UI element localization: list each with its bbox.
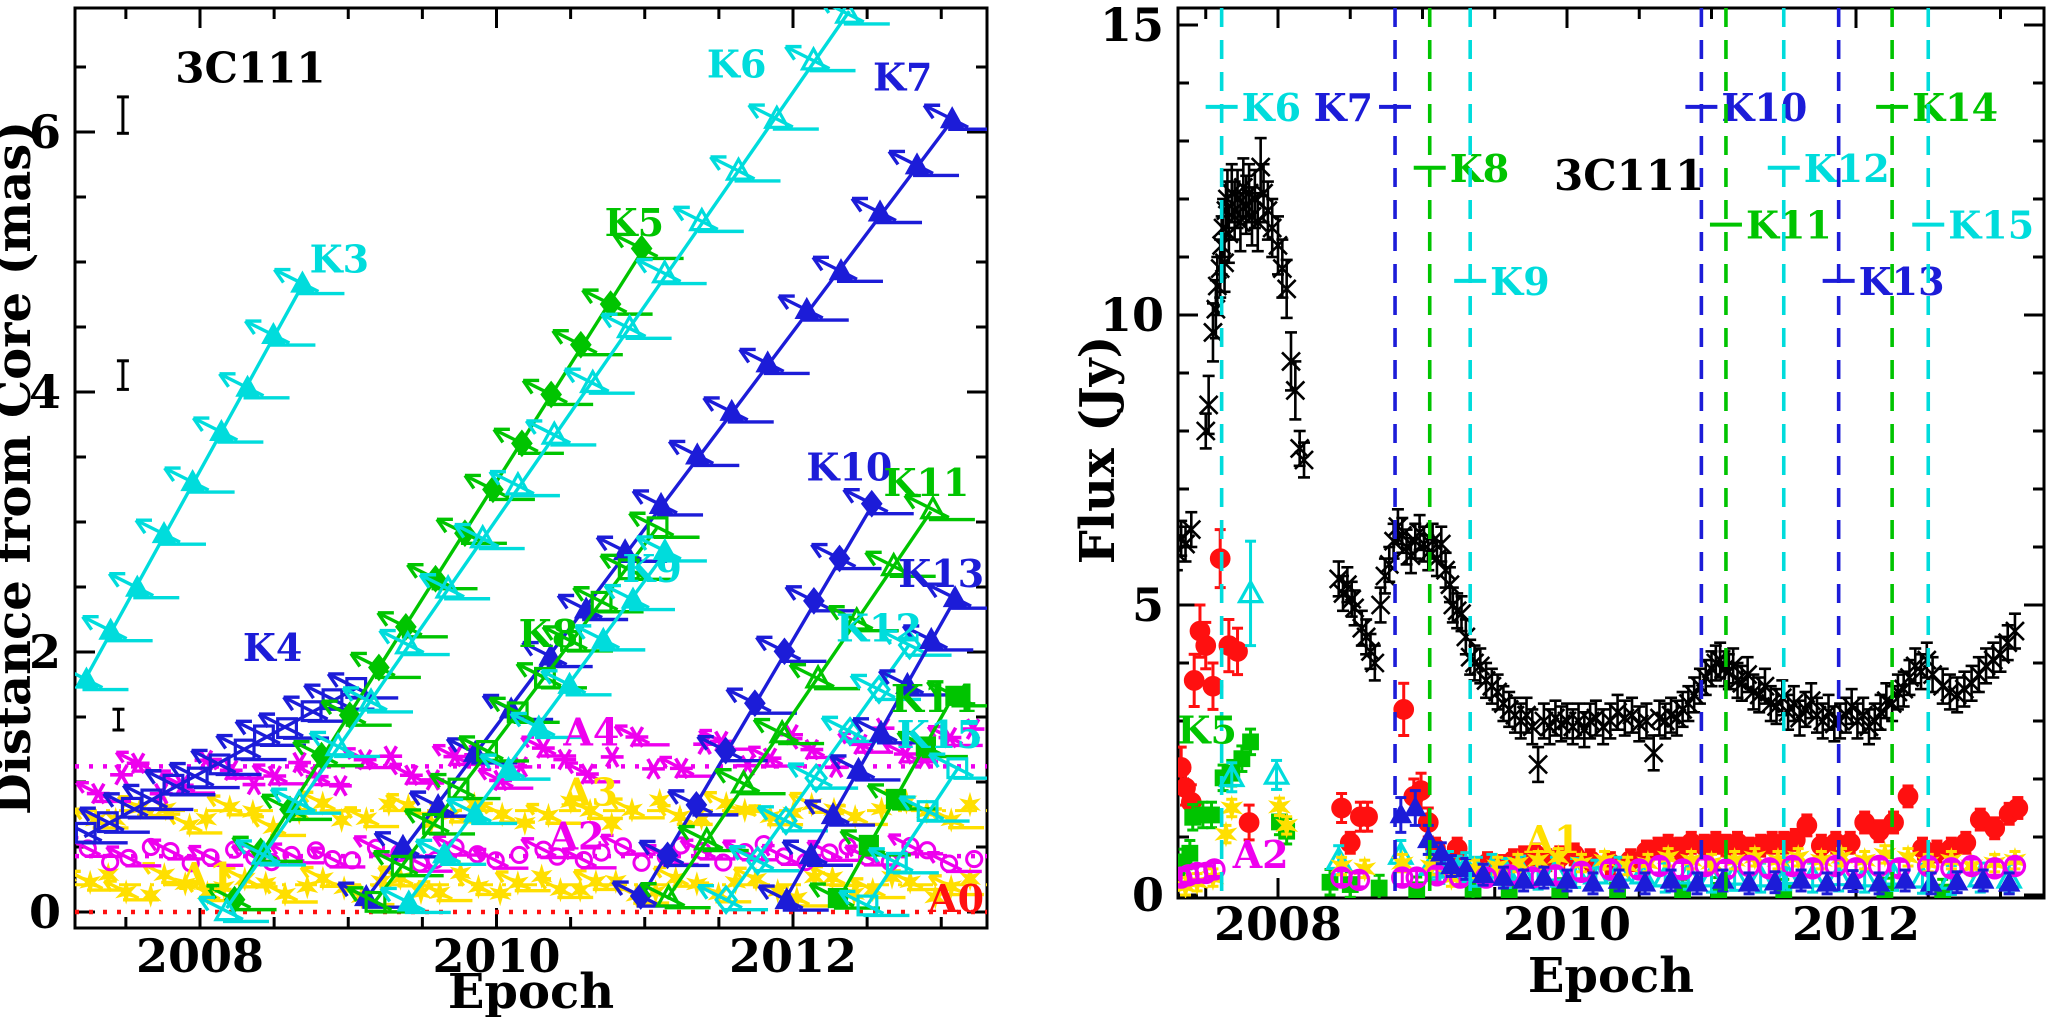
svg-text:K15: K15	[897, 712, 983, 757]
left-panel-plot-area	[75, 8, 987, 924]
track-K10	[611, 487, 914, 910]
svg-text:2010: 2010	[432, 929, 560, 983]
svg-text:K14: K14	[1912, 85, 1998, 130]
right-panel-ejection-lines: K6 K7 K8 K9 K10 K11 K12 K13 K14 K15 3C111 K5 A1 A2	[1177, 8, 2034, 898]
svg-text:Distance from Core (mas): Distance from Core (mas)	[0, 121, 42, 815]
svg-text:Epoch: Epoch	[448, 964, 614, 1017]
svg-text:4: 4	[29, 365, 61, 419]
svg-text:Epoch: Epoch	[1528, 948, 1694, 1004]
svg-text:K5: K5	[605, 200, 664, 245]
svg-text:2012: 2012	[729, 929, 857, 983]
svg-text:A4: A4	[562, 710, 619, 755]
track-K7	[336, 103, 987, 909]
track-K4	[75, 672, 399, 845]
svg-text:3C111: 3C111	[175, 43, 325, 92]
svg-text:K9: K9	[622, 546, 681, 591]
svg-text:K3: K3	[310, 236, 369, 281]
svg-text:Flux (Jy): Flux (Jy)	[1070, 336, 1126, 565]
svg-text:2008: 2008	[1214, 897, 1342, 951]
svg-text:10: 10	[1100, 288, 1164, 342]
svg-text:2010: 2010	[1503, 897, 1631, 951]
svg-text:K14: K14	[891, 676, 977, 721]
svg-text:K13: K13	[1859, 259, 1945, 304]
series-total-flux	[1178, 136, 2025, 784]
svg-text:K7: K7	[1314, 85, 1373, 130]
svg-text:0: 0	[29, 885, 61, 939]
svg-text:0: 0	[1132, 868, 1164, 922]
svg-text:K11: K11	[883, 460, 969, 505]
svg-text:A1: A1	[178, 854, 235, 899]
svg-text:K7: K7	[873, 54, 932, 99]
svg-text:K10: K10	[806, 444, 892, 489]
svg-text:K6: K6	[707, 41, 766, 86]
left-panel-axes: 2008 2010 2012 0 2 4 6 Epoch Distance from Core …	[0, 6, 989, 1017]
track-K6	[197, 8, 890, 924]
svg-text:5: 5	[1132, 578, 1164, 632]
svg-text:A2: A2	[1232, 832, 1289, 877]
svg-text:A2: A2	[548, 814, 605, 859]
svg-text:A3: A3	[561, 769, 618, 814]
series-blue-components-flux	[1389, 789, 2021, 896]
svg-text:K10: K10	[1721, 85, 1807, 130]
track-K12	[696, 629, 952, 915]
svg-text:A0: A0	[927, 876, 984, 921]
svg-text:K8: K8	[1450, 146, 1509, 191]
track-K13	[757, 582, 987, 912]
right-panel-axes: 2008 2010 2012 0 5 10 15 Epoch Flux (Jy)	[1070, 0, 2046, 1004]
svg-text:2008: 2008	[136, 929, 264, 983]
svg-text:15: 15	[1100, 0, 1164, 52]
svg-text:K9: K9	[1490, 259, 1549, 304]
svg-text:K12: K12	[1804, 146, 1890, 191]
svg-text:2: 2	[29, 625, 61, 679]
svg-text:6: 6	[29, 105, 61, 159]
svg-text:2012: 2012	[1792, 897, 1920, 951]
svg-text:K8: K8	[519, 611, 578, 656]
svg-text:3C111: 3C111	[1554, 151, 1704, 200]
svg-text:K13: K13	[898, 551, 984, 596]
svg-text:K12: K12	[836, 606, 922, 651]
track-K3	[75, 267, 345, 692]
svg-text:K15: K15	[1948, 203, 2034, 248]
svg-text:K4: K4	[243, 625, 302, 670]
svg-text:K5: K5	[1177, 707, 1236, 752]
track-K15	[838, 752, 987, 918]
track-K9	[379, 535, 707, 915]
svg-text:K11: K11	[1746, 203, 1832, 248]
svg-text:A1: A1	[1524, 817, 1581, 862]
svg-text:K6: K6	[1242, 85, 1301, 130]
